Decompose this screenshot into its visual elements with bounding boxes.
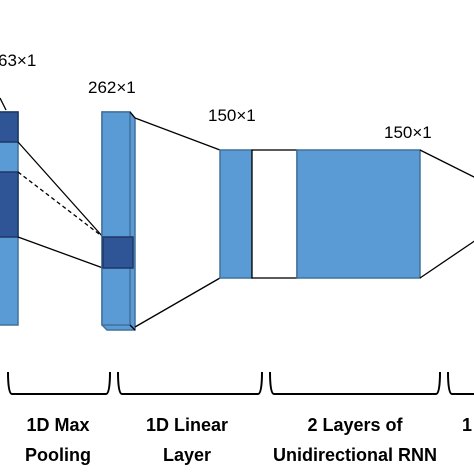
connector [134, 277, 221, 328]
layer-label: 1 [462, 415, 472, 435]
connector [419, 149, 474, 178]
rnn-block [296, 149, 421, 279]
brackets [7, 371, 474, 395]
layer-label: Layer [163, 445, 211, 465]
layer-label: 2 Layers of [307, 415, 403, 435]
connector [134, 117, 221, 151]
size-label: 63×1 [0, 51, 36, 70]
layer-label: Unidirectional RNN [273, 445, 437, 465]
input-block [0, 97, 104, 326]
linear-block [219, 149, 253, 279]
size-label: 150×1 [208, 106, 256, 125]
gap-box [251, 149, 298, 279]
layer-label: 1D Max [26, 415, 89, 435]
connector [419, 240, 474, 279]
size-label: 262×1 [88, 78, 136, 97]
layer-label: 1D Linear [146, 415, 228, 435]
pooling-block [101, 111, 136, 331]
size-label: 150×1 [384, 123, 432, 142]
layer-label: Pooling [25, 445, 91, 465]
